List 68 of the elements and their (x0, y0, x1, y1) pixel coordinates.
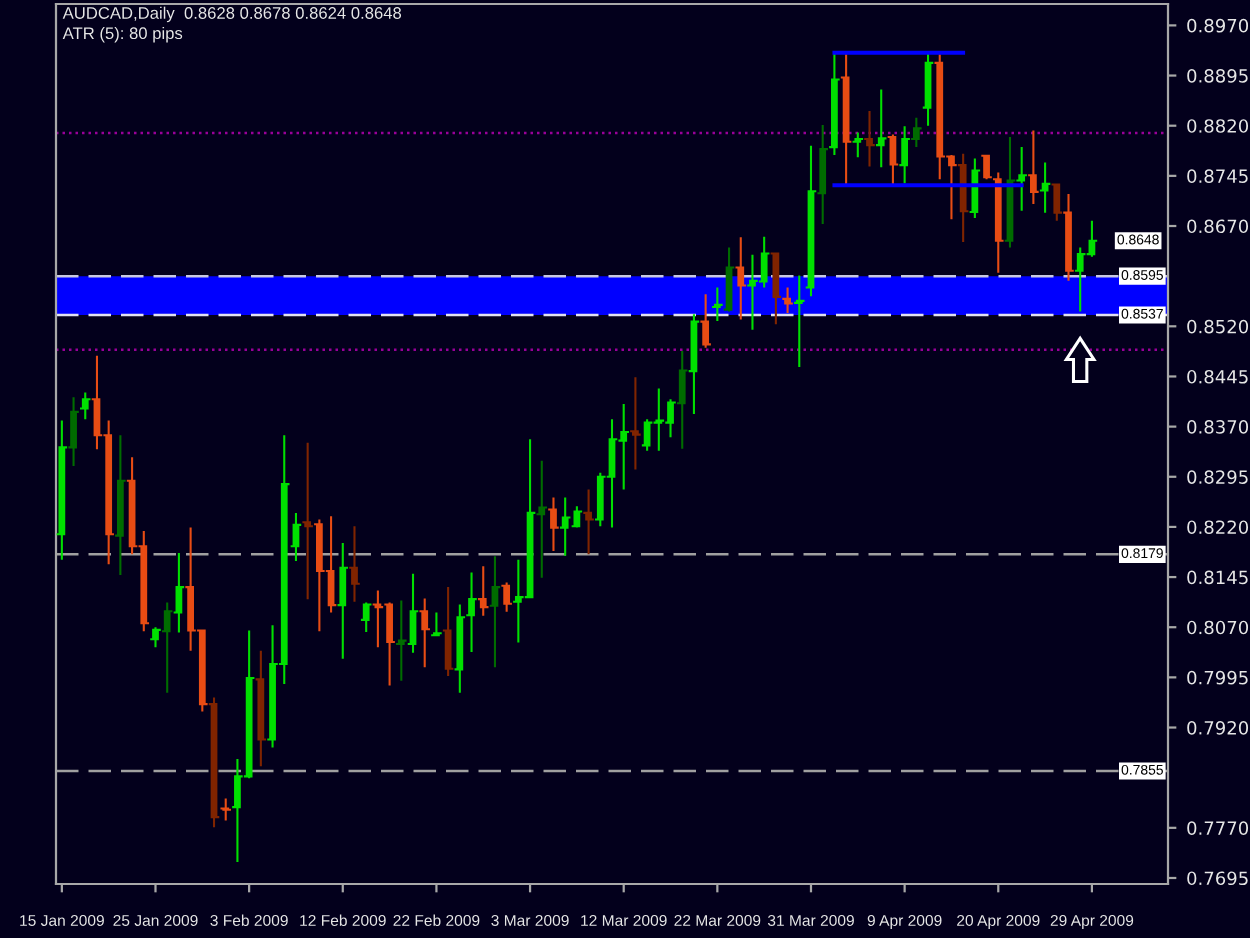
chart-title: AUDCAD,Daily 0.8628 0.8678 0.8624 0.8648 (62, 6, 402, 23)
candlestick (629, 376, 642, 471)
candlestick (769, 251, 783, 326)
candlestick (172, 551, 186, 634)
y-tick-label: 0.8370 (1187, 420, 1249, 434)
candlestick (348, 525, 361, 603)
candlestick (160, 601, 174, 694)
candlestick (547, 496, 560, 553)
y-tick-label: 0.8820 (1187, 119, 1249, 133)
y-tick-label: 0.8220 (1187, 520, 1249, 535)
candlestick (582, 488, 595, 556)
candlestick (395, 599, 408, 682)
candlestick (910, 116, 923, 149)
y-tick-label: 0.8295 (1187, 470, 1248, 484)
candlestick (56, 419, 69, 561)
candlestick (734, 236, 748, 321)
candlestick (336, 541, 350, 660)
candlestick (453, 603, 467, 694)
candlestick (476, 565, 490, 617)
candlestick (956, 152, 970, 244)
candlestick (500, 581, 513, 613)
candlestick (418, 597, 432, 669)
candlestick (406, 572, 420, 654)
y-tick-label: 0.7995 (1187, 670, 1248, 685)
candlestick (149, 626, 162, 649)
candlestick (1038, 161, 1052, 214)
candlestick (711, 286, 724, 322)
y-tick-label: 0.8895 (1187, 69, 1248, 83)
y-tick-label: 0.8520 (1187, 319, 1249, 334)
candlestick (1050, 182, 1064, 222)
y-tick-label: 0.7695 (1187, 871, 1248, 886)
y-tick-label: 0.8970 (1187, 18, 1249, 33)
candlestick (816, 123, 829, 226)
y-tick-label: 0.8070 (1187, 620, 1249, 635)
candlestick (441, 586, 455, 678)
y-tick-label: 0.8445 (1187, 369, 1248, 384)
candlestick (78, 391, 92, 421)
y-tick-label: 0.8670 (1187, 219, 1249, 234)
candlestick (699, 293, 712, 349)
candlestick (465, 571, 478, 653)
candlestick (980, 154, 993, 181)
candlestick (675, 350, 689, 450)
candlestick (863, 109, 876, 168)
candlestick (874, 88, 888, 169)
candlestick (687, 313, 701, 415)
candlestick (254, 649, 268, 768)
candlestick (488, 555, 502, 669)
candlestick (792, 274, 806, 369)
candlestick (781, 286, 794, 314)
y-tick-label: 0.7770 (1187, 821, 1249, 835)
candlestick (430, 611, 443, 637)
y-tick-label: 0.8145 (1187, 570, 1248, 585)
candlestick (114, 434, 127, 577)
candlestick (67, 396, 80, 468)
candlestick (828, 51, 841, 157)
candlestick (359, 601, 373, 633)
candlestick (991, 171, 1005, 274)
candlestick (1062, 192, 1075, 282)
candlestick (1015, 146, 1028, 212)
candlestick (851, 131, 865, 159)
y-tick-label: 0.7920 (1187, 720, 1249, 735)
text: ATR (5): 80 pips (62, 26, 183, 43)
candlestick (535, 459, 549, 579)
candlestick (219, 797, 233, 822)
candlestick (1027, 129, 1040, 205)
candlestick (301, 441, 314, 601)
candlestick (898, 125, 911, 185)
y-tick-label: 0.8745 (1187, 169, 1248, 183)
